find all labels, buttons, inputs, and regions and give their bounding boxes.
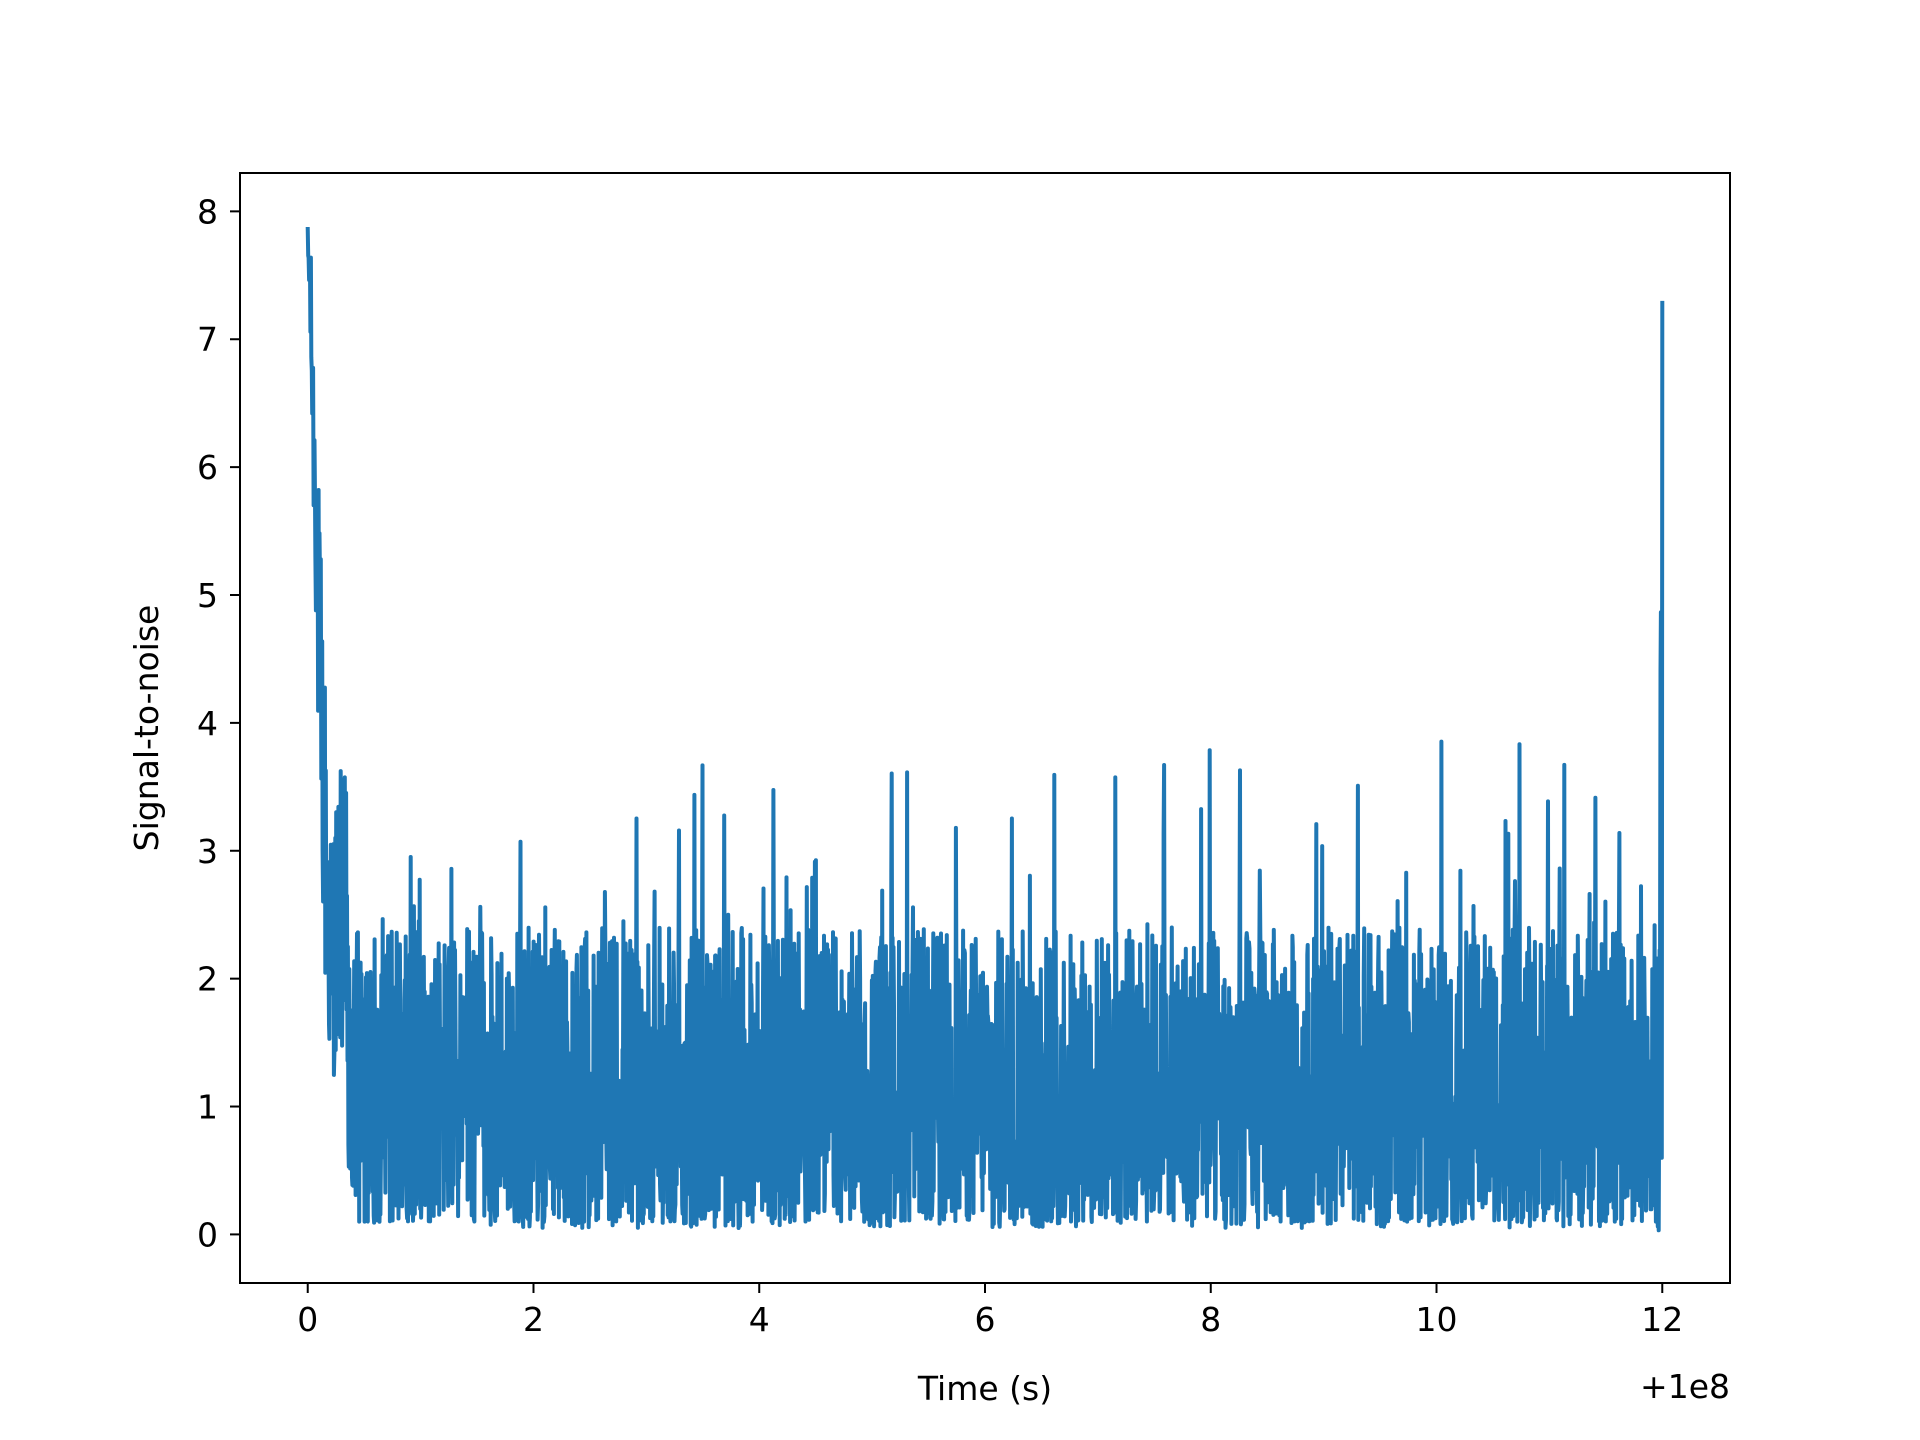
y-tick-label: 3: [197, 832, 218, 871]
x-tick-label: 6: [975, 1300, 996, 1339]
x-tick-label: 4: [749, 1300, 770, 1339]
x-tick-label: 8: [1200, 1300, 1221, 1339]
y-tick-label: 1: [197, 1088, 218, 1127]
y-tick-label: 2: [197, 960, 218, 999]
y-tick-label: 4: [197, 704, 218, 743]
x-tick-label: 0: [297, 1300, 318, 1339]
x-tick-label: 2: [523, 1300, 544, 1339]
x-tick-label: 12: [1641, 1300, 1683, 1339]
series-line: [305, 226, 1665, 1233]
y-tick-label: 8: [197, 192, 218, 231]
x-tick-label: 10: [1416, 1300, 1458, 1339]
y-tick-label: 5: [197, 576, 218, 615]
series-layer: [305, 226, 1665, 1233]
y-tick-label: 6: [197, 448, 218, 487]
plot-frame: [239, 172, 1731, 1284]
y-axis-label: Signal-to-noise: [127, 605, 166, 852]
y-tick-label: 0: [197, 1215, 218, 1254]
y-tick-label: 7: [197, 320, 218, 359]
x-offset-label: +1e8: [1640, 1367, 1730, 1406]
x-axis-label: Time (s): [917, 1369, 1052, 1408]
